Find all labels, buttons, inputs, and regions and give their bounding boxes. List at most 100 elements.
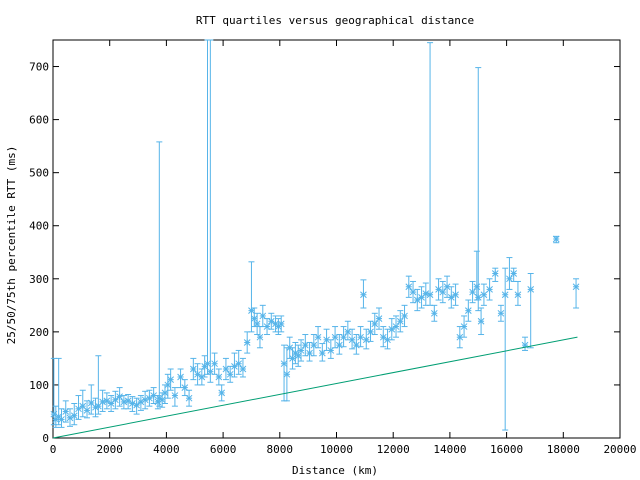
median-marker	[327, 347, 335, 354]
marker-stroke	[506, 275, 513, 283]
data-point	[506, 257, 513, 290]
marker-stroke	[388, 325, 396, 333]
data-point	[267, 312, 275, 330]
marker-stroke	[226, 370, 234, 378]
data-point	[435, 278, 442, 301]
marker-stroke	[259, 312, 267, 320]
marker-stroke	[146, 394, 153, 402]
marker-stroke	[253, 320, 261, 328]
marker-stroke	[443, 283, 451, 291]
data-point	[340, 326, 347, 348]
data-point	[486, 278, 493, 301]
median-marker	[314, 333, 322, 341]
median-marker	[289, 355, 296, 362]
data-point	[501, 267, 509, 431]
data-point	[70, 403, 78, 426]
data-point	[189, 357, 197, 381]
median-marker	[283, 370, 291, 378]
x-tick-label: 10000	[320, 443, 353, 456]
median-marker	[452, 291, 459, 299]
marker-stroke	[70, 412, 78, 420]
median-marker	[235, 360, 243, 368]
median-marker	[413, 296, 421, 304]
marker-stroke	[401, 312, 408, 320]
marker-stroke	[243, 339, 251, 346]
marker-stroke	[206, 368, 214, 376]
median-marker	[486, 286, 493, 293]
marker-stroke	[239, 365, 247, 373]
data-point	[426, 42, 434, 306]
data-point	[294, 344, 302, 367]
data-point	[99, 389, 106, 412]
marker-stroke	[344, 328, 352, 336]
marker-stroke	[357, 333, 364, 341]
marker-stroke	[158, 396, 166, 404]
median-marker	[259, 312, 267, 320]
median-marker	[177, 373, 184, 381]
median-marker	[506, 275, 513, 283]
median-marker	[362, 336, 370, 344]
marker-stroke	[116, 393, 123, 400]
median-marker	[348, 336, 356, 344]
marker-stroke	[331, 333, 339, 341]
x-tick-label: 6000	[210, 443, 237, 456]
median-marker	[250, 315, 258, 322]
data-point	[204, 39, 211, 375]
data-point	[181, 379, 189, 397]
median-marker	[514, 291, 522, 299]
median-marker	[280, 360, 288, 368]
data-point	[469, 280, 476, 304]
data-point	[409, 280, 417, 304]
data-point	[211, 352, 218, 375]
median-marker	[318, 349, 326, 357]
data-point	[371, 312, 379, 336]
median-marker	[357, 333, 364, 341]
marker-stroke	[352, 341, 360, 349]
data-point	[447, 286, 455, 309]
data-point	[392, 315, 400, 338]
y-tick-label: 700	[29, 61, 49, 74]
median-marker	[375, 315, 383, 322]
marker-stroke	[294, 352, 302, 360]
marker-stroke	[527, 286, 535, 293]
marker-stroke	[314, 333, 322, 341]
data-point	[146, 389, 153, 407]
data-point	[253, 312, 261, 336]
marker-stroke	[327, 347, 335, 354]
marker-stroke	[87, 399, 95, 407]
data-point	[331, 326, 339, 349]
marker-stroke	[426, 291, 434, 299]
data-point	[177, 368, 184, 389]
median-marker	[256, 333, 264, 341]
data-point	[79, 389, 87, 418]
median-marker	[253, 320, 261, 328]
data-point	[256, 326, 264, 349]
data-point	[314, 326, 322, 349]
data-point	[112, 390, 119, 410]
x-tick-label: 12000	[377, 443, 410, 456]
median-marker	[340, 333, 347, 341]
median-marker	[294, 352, 302, 360]
data-point	[62, 400, 70, 423]
data-point	[480, 283, 488, 306]
marker-stroke	[267, 317, 275, 325]
data-point	[572, 278, 580, 309]
marker-stroke	[120, 398, 128, 406]
x-tick-label: 0	[50, 443, 57, 456]
data-point	[124, 393, 132, 410]
x-axis-label: Distance (km)	[292, 464, 378, 477]
marker-stroke	[340, 333, 347, 341]
median-marker	[62, 408, 70, 415]
data-point	[477, 307, 485, 336]
data-point	[491, 267, 499, 282]
median-marker	[409, 288, 417, 296]
median-marker	[439, 288, 447, 296]
median-marker	[164, 381, 172, 389]
data-point	[185, 389, 193, 407]
median-marker	[371, 320, 379, 328]
marker-stroke	[480, 291, 488, 299]
y-tick-label: 0	[42, 432, 49, 445]
data-point	[215, 368, 223, 386]
marker-stroke	[497, 309, 505, 317]
